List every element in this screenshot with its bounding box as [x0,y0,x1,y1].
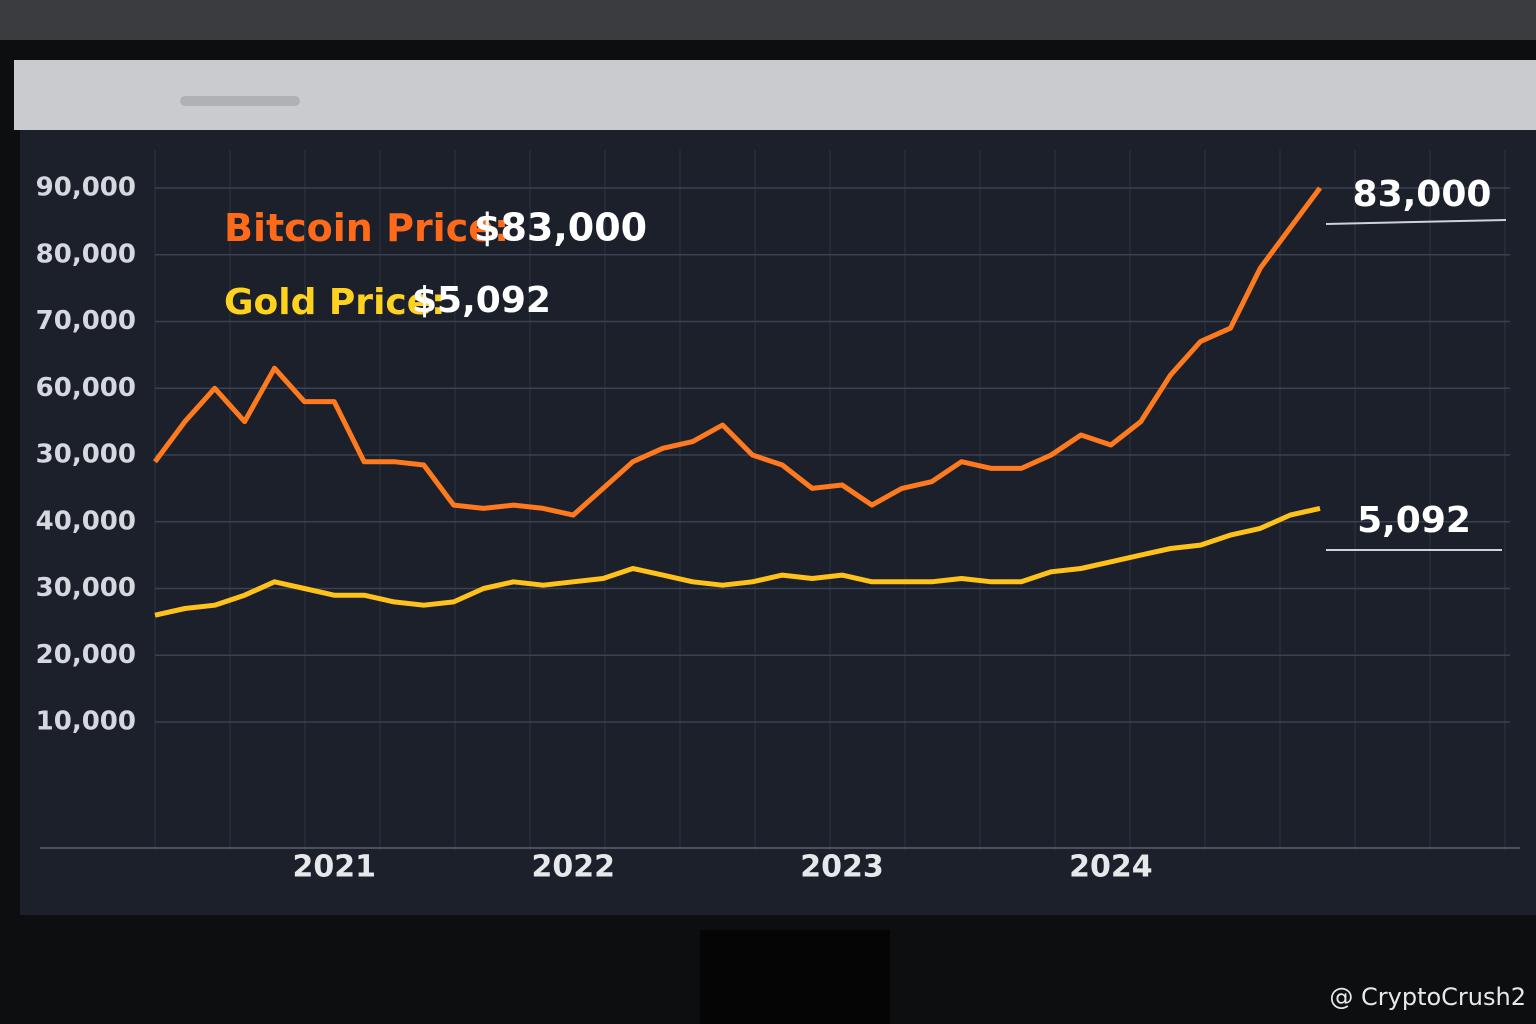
y-tick-label: 30,000 [36,573,136,603]
x-tick-label: 2021 [292,850,376,885]
y-tick-label: 90,000 [36,173,136,203]
browser-bar [14,60,1536,130]
stand [700,930,890,1024]
bitcoin-end-rule [1325,219,1507,225]
y-tick-label: 70,000 [36,306,136,336]
watermark: @ CryptoCrush2 [1329,983,1526,1011]
gold-value: $5,092 [412,280,551,321]
gold-label: Gold Price: [224,282,446,323]
gold-end-label: 5,092 [1357,500,1471,541]
address-bar [180,96,300,106]
top-frame [0,0,1536,40]
y-tick-label: 30,000 [36,440,136,470]
y-tick-label: 10,000 [36,707,136,737]
bitcoin-label: Bitcoin Price: [224,206,509,250]
x-tick-label: 2024 [1069,850,1153,885]
x-tick-label: 2023 [800,850,884,885]
bitcoin-value: $83,000 [474,206,647,250]
y-tick-label: 40,000 [36,506,136,536]
y-tick-label: 20,000 [36,640,136,670]
x-tick-label: 2022 [531,850,615,885]
bitcoin-end-label: 83,000 [1353,174,1492,215]
y-tick-label: 80,000 [36,239,136,269]
series-line [152,186,1323,518]
series-line [154,505,1321,618]
y-tick-label: 60,000 [36,373,136,403]
bitcoin-label-text: Bitcoin Price: [224,206,509,250]
